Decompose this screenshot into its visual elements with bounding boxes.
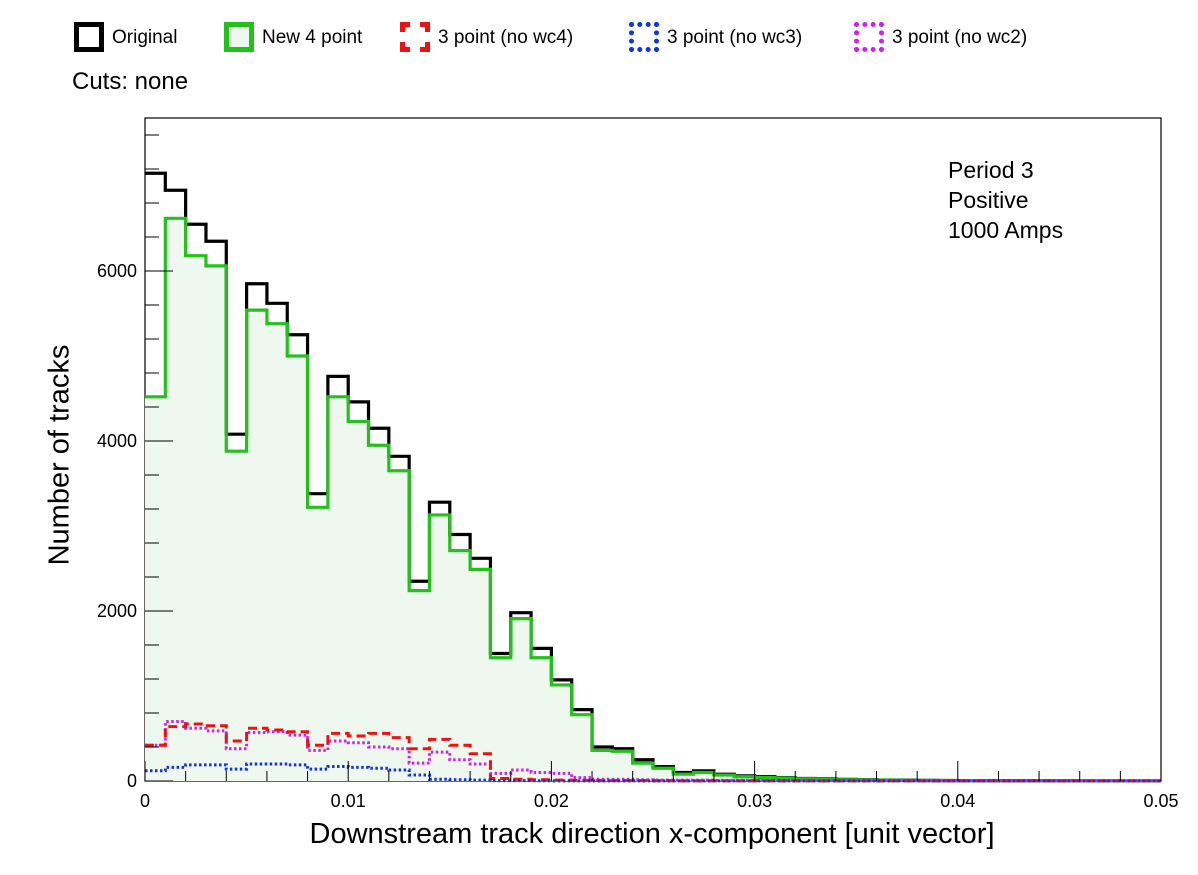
- series-line-3-point-no-wc3: [145, 762, 1161, 783]
- y-tick-label: 6000: [97, 261, 137, 281]
- legend-swatch-no-wc3: [629, 22, 659, 52]
- x-tick-label: 0: [140, 791, 150, 811]
- x-tick-label: 0.02: [534, 791, 569, 811]
- legend-swatch-original: [74, 22, 104, 52]
- plot-area: [145, 171, 1161, 783]
- series-line-3-point-no-wc4: [145, 722, 1161, 783]
- x-axis-label: Downstream track direction x-component […: [309, 818, 995, 850]
- legend-swatch-new-4-point: [224, 22, 254, 52]
- legend-label-no-wc4: 3 point (no wc4): [438, 27, 574, 48]
- legend-label-new-4-point: New 4 point: [262, 27, 363, 48]
- legend-label-no-wc3: 3 point (no wc3): [667, 27, 803, 48]
- legend-label-no-wc2: 3 point (no wc2): [892, 27, 1028, 48]
- x-tick-label: 0.01: [331, 791, 366, 811]
- legend-swatch-no-wc4: [400, 22, 430, 52]
- series-fill-new-4-point: [145, 218, 1161, 782]
- legend-swatch-no-wc2: [854, 22, 884, 52]
- x-tick-label: 0.03: [737, 791, 772, 811]
- axes: 0 0.01 0.02 0.03 0.04 0.05 0 2000 4000 6000: [97, 134, 1179, 811]
- run-annotation: Period 3 Positive 1000 Amps: [948, 155, 1063, 245]
- annotation-current: 1000 Amps: [948, 217, 1064, 243]
- y-tick-label: 0: [127, 771, 137, 791]
- cuts-label: Cuts: none: [72, 68, 189, 95]
- x-tick-label: 0.04: [940, 791, 975, 811]
- y-tick-label: 2000: [97, 601, 137, 621]
- x-tick-label: 0.05: [1143, 791, 1178, 811]
- y-tick-label: 4000: [97, 431, 137, 451]
- annotation-polarity: Positive: [948, 187, 1029, 213]
- legend-label-original: Original: [112, 27, 178, 48]
- annotation-period: Period 3: [948, 157, 1034, 183]
- y-axis-label: Number of tracks: [43, 344, 76, 566]
